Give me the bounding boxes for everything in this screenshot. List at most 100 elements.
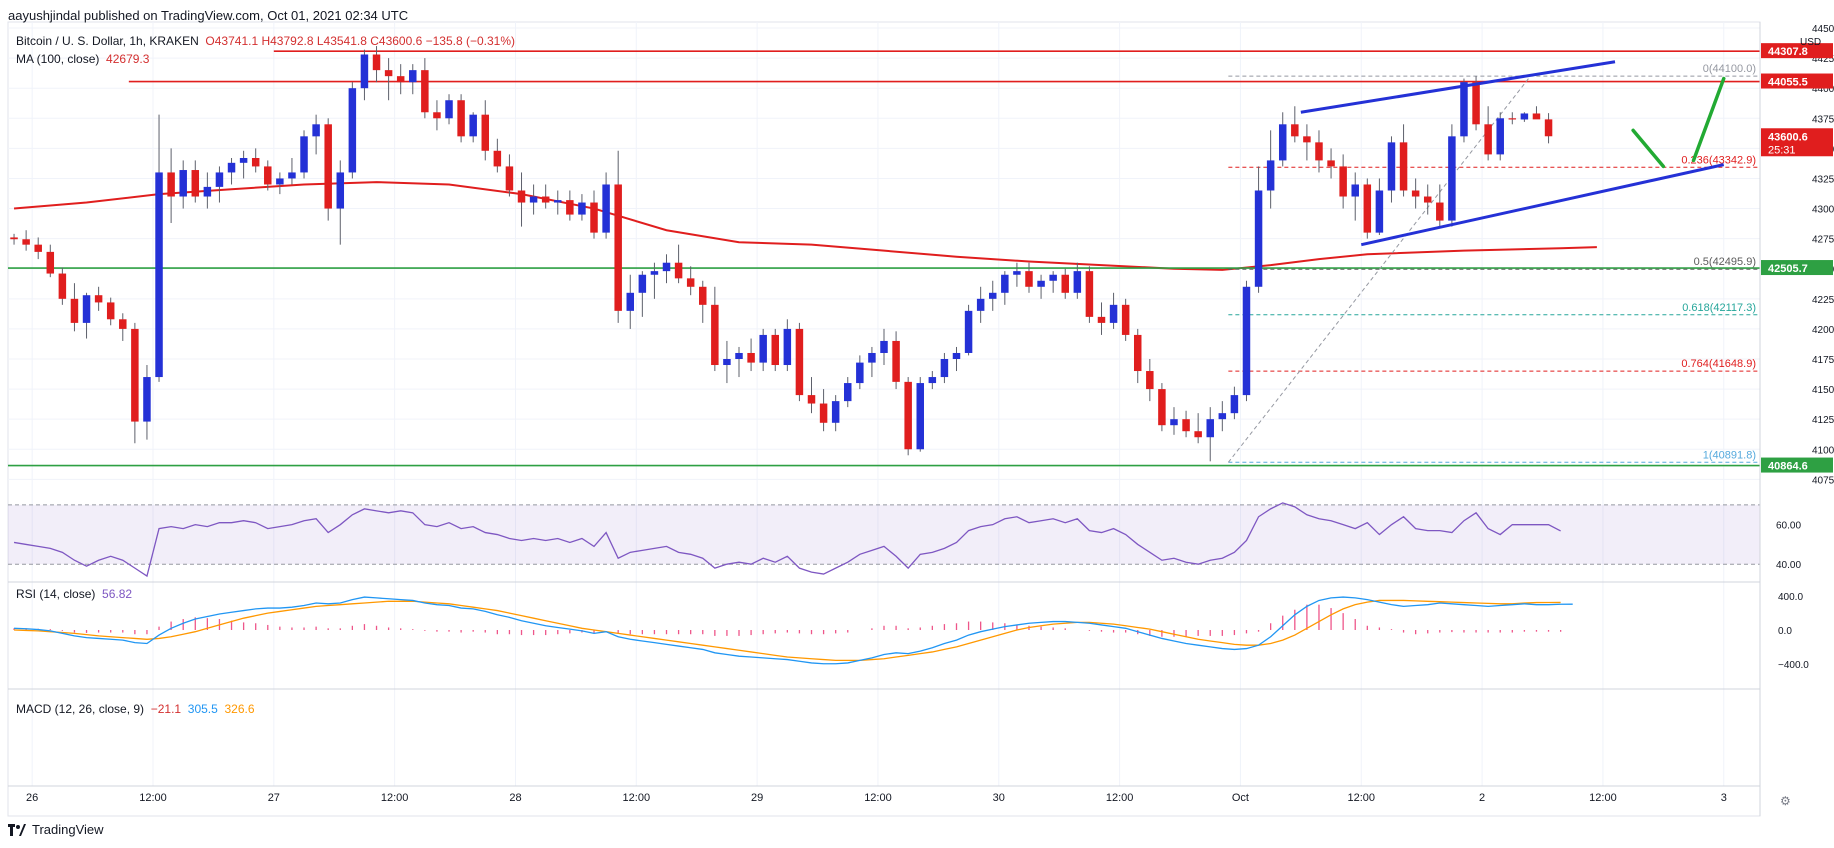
- price-tick-label: 44000.0: [1812, 84, 1834, 95]
- candle-up: [312, 124, 320, 137]
- candle-down: [1133, 334, 1142, 372]
- candle-down: [807, 395, 816, 404]
- candle-up: [239, 158, 248, 163]
- macd-pane[interactable]: [13, 596, 1573, 665]
- candle-down: [191, 170, 200, 197]
- fib-level-label: 0.5(42495.9): [1694, 256, 1756, 268]
- price-tag: [1761, 457, 1833, 473]
- fib-diagonal: [1227, 75, 1531, 463]
- candle-down: [1315, 142, 1323, 161]
- grid-lines: [8, 22, 1760, 786]
- candle-up: [1109, 304, 1118, 323]
- candle-up: [1049, 274, 1057, 281]
- candle-down: [58, 273, 67, 299]
- countdown-label: 25:31: [1768, 144, 1796, 156]
- candle-up: [1218, 413, 1227, 420]
- settings-icon[interactable]: ⚙: [1780, 794, 1791, 808]
- candle-up: [155, 172, 163, 378]
- macd-tick-label: 0.0: [1778, 626, 1792, 637]
- price-tick-label: 44250.0: [1812, 54, 1834, 65]
- candle-up: [964, 310, 973, 353]
- price-tick-label: 42750.0: [1812, 235, 1834, 246]
- price-tag-label: 40864.6: [1768, 461, 1808, 473]
- candle-down: [1025, 271, 1033, 287]
- currency-label: USD: [1800, 37, 1821, 48]
- candle-down: [1158, 389, 1166, 426]
- candle-up: [336, 172, 345, 209]
- fib-level-label: 0.618(42117.3): [1682, 302, 1756, 314]
- tradingview-brand[interactable]: TradingView: [8, 822, 104, 837]
- candle-down: [517, 190, 526, 203]
- candle-down: [1121, 304, 1130, 335]
- ma-legend[interactable]: MA (100, close) 42679.3: [16, 52, 149, 66]
- price-tick-label: 43250.0: [1812, 174, 1834, 185]
- candle-up: [1001, 274, 1009, 293]
- symbol-label[interactable]: Bitcoin / U. S. Dollar, 1h, KRAKEN: [16, 34, 199, 48]
- candle-down: [1097, 316, 1106, 323]
- rsi-legend[interactable]: RSI (14, close) 56.82: [16, 587, 132, 601]
- candle-up: [1013, 271, 1021, 275]
- rsi-label[interactable]: RSI (14, close): [16, 587, 96, 601]
- candle-down: [251, 158, 260, 167]
- candle-down: [1339, 166, 1347, 197]
- price-tick-label: 42250.0: [1812, 295, 1834, 306]
- candle-up: [1170, 419, 1178, 426]
- projection-line: [1691, 76, 1726, 163]
- time-tick-label: 26: [26, 792, 38, 804]
- price-tick-label: 41500.0: [1812, 385, 1834, 396]
- candle-down: [493, 150, 502, 167]
- candle-up: [1496, 118, 1504, 155]
- candle-down: [566, 200, 574, 215]
- candle-up: [650, 271, 659, 275]
- macd-legend[interactable]: MACD (12, 26, close, 9) −21.1 305.5 326.…: [16, 702, 255, 716]
- macd-tick-label: −400.0: [1778, 660, 1809, 671]
- time-tick-label: 12:00: [1348, 792, 1376, 804]
- time-tick-label: 29: [751, 792, 763, 804]
- fib-level-label: 0(44100.0): [1703, 63, 1756, 75]
- candle-up: [880, 340, 888, 353]
- candle-down: [771, 334, 780, 366]
- ma-label[interactable]: MA (100, close): [16, 52, 100, 66]
- candle-down: [119, 319, 127, 329]
- candle-up: [988, 292, 997, 299]
- brand-label: TradingView: [32, 822, 104, 837]
- price-pane[interactable]: 0(44100.0) 0.236(43342.9) 0.5(42495.9) 0.61…: [8, 46, 1760, 467]
- candle-up: [1375, 190, 1384, 233]
- candle-down: [1303, 136, 1311, 143]
- candle-up: [759, 334, 767, 363]
- candle-down: [34, 244, 42, 252]
- time-tick-label: 2: [1479, 792, 1485, 804]
- macd-label[interactable]: MACD (12, 26, close, 9): [16, 702, 145, 716]
- candle-up: [227, 162, 236, 173]
- candle-up: [1278, 124, 1287, 161]
- price-tag-label: 44055.5: [1768, 77, 1808, 89]
- macd-signal-line: [14, 599, 1561, 662]
- candle-down: [421, 70, 429, 113]
- ma100-line: [13, 181, 1597, 271]
- macd-tick-label: 400.0: [1778, 592, 1803, 603]
- candle-down: [1411, 190, 1420, 197]
- time-tick-label: 12:00: [139, 792, 167, 804]
- candle-down: [457, 100, 465, 137]
- price-tick-label: 43000.0: [1812, 205, 1834, 216]
- rsi-pane[interactable]: [8, 502, 1760, 578]
- candle-down: [1363, 184, 1372, 233]
- candle-up: [203, 186, 212, 197]
- ohlc-values: O43741.1 H43792.8 L43541.8 C43600.6 −135…: [205, 34, 516, 48]
- candle-up: [143, 377, 151, 422]
- candle-up: [1242, 286, 1251, 396]
- price-tick-label: 41000.0: [1812, 445, 1834, 456]
- candle-down: [819, 403, 828, 423]
- candle-up: [409, 70, 417, 83]
- candle-up: [1037, 280, 1045, 287]
- candle-up: [1448, 136, 1456, 221]
- candle-up: [662, 262, 671, 272]
- candle-down: [1423, 196, 1432, 203]
- candle-up: [735, 352, 743, 359]
- candle-down: [46, 251, 55, 274]
- candle-down: [1182, 419, 1190, 432]
- candle-up: [578, 202, 586, 215]
- trendline: [1360, 163, 1725, 247]
- price-legend[interactable]: Bitcoin / U. S. Dollar, 1h, KRAKEN O4374…: [16, 34, 515, 48]
